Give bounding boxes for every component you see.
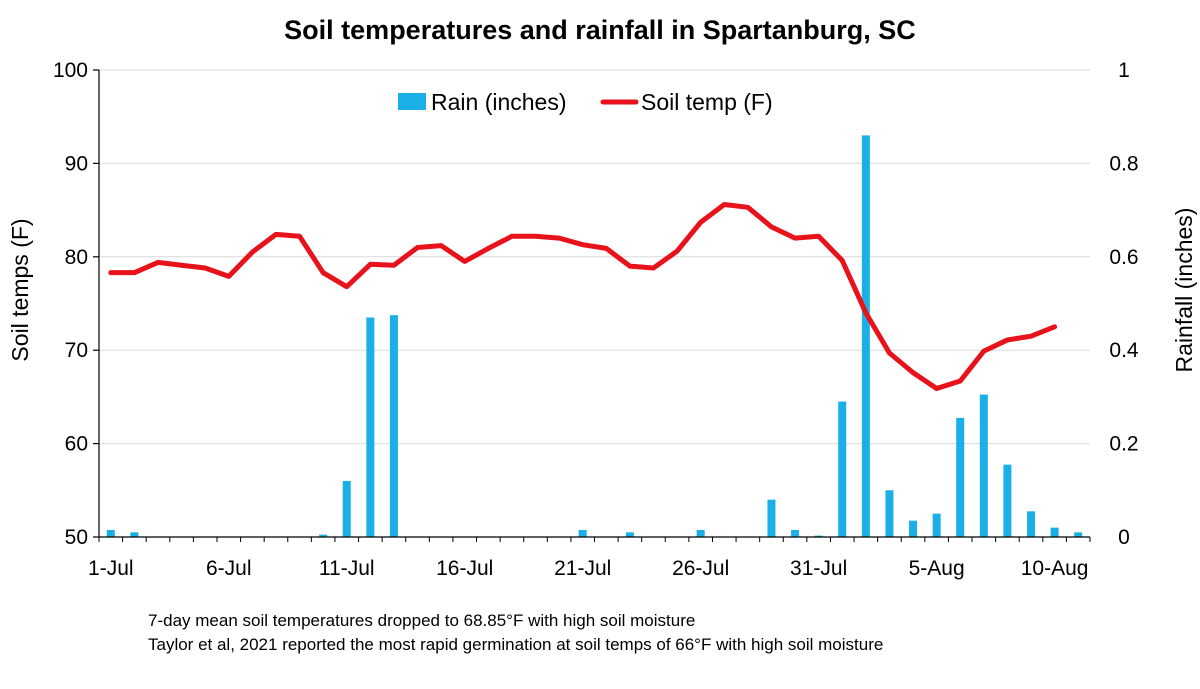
right-tick-label: 0.4 xyxy=(1109,339,1139,362)
right-axis-ticks: 0 0.2 0.4 0.6 0.8 1 xyxy=(1109,59,1139,549)
rain-bar xyxy=(814,535,823,537)
axes xyxy=(98,70,1090,538)
rain-bar xyxy=(389,315,398,537)
right-tick-label: 1 xyxy=(1118,59,1130,82)
rain-bar xyxy=(979,394,988,537)
left-tick-label: 70 xyxy=(65,339,88,362)
rain-bar xyxy=(861,135,870,537)
gridlines xyxy=(99,69,1090,445)
rain-bar xyxy=(956,417,965,537)
rain-bar xyxy=(838,401,847,537)
right-tick-label: 0 xyxy=(1118,526,1130,549)
x-tick-label: 31-Jul xyxy=(790,557,847,580)
rain-bar xyxy=(130,532,139,537)
right-tick-label: 0.6 xyxy=(1109,246,1138,269)
rain-bar xyxy=(885,490,894,537)
rain-bar xyxy=(696,529,705,537)
rain-bar xyxy=(1050,527,1059,537)
rain-bar xyxy=(342,480,351,537)
y-axis-label-left: Soil temps (F) xyxy=(7,218,33,361)
y-axis-label-right: Rainfall (inches) xyxy=(1171,208,1197,373)
left-tick-label: 100 xyxy=(53,59,88,82)
x-tick-label: 26-Jul xyxy=(672,557,729,580)
footnote-line-2: Taylor et al, 2021 reported the most rap… xyxy=(148,635,884,654)
rain-bar xyxy=(791,529,800,537)
x-tick-label: 1-Jul xyxy=(88,557,134,580)
x-tick-label: 10-Aug xyxy=(1021,557,1089,580)
rain-bar xyxy=(1027,511,1036,537)
footnote-line-1: 7-day mean soil temperatures dropped to … xyxy=(148,611,696,630)
rain-bar xyxy=(366,317,375,537)
x-tick-label: 21-Jul xyxy=(554,557,611,580)
rain-bar xyxy=(106,529,115,537)
soil-temp-line-layer xyxy=(108,202,1058,391)
rain-bar xyxy=(578,529,587,537)
left-tick-label: 60 xyxy=(65,433,88,456)
chart-title: Soil temperatures and rainfall in Sparta… xyxy=(284,15,916,45)
x-tick-label: 11-Jul xyxy=(319,557,375,580)
left-tick-label: 80 xyxy=(65,246,88,269)
x-axis-ticks: 1-Jul 6-Jul 11-Jul 16-Jul 21-Jul 26-Jul 31-Jul… xyxy=(88,537,1091,580)
rain-bar xyxy=(1074,532,1083,537)
rain-bar xyxy=(767,499,776,537)
legend-soil-temp-label: Soil temp (F) xyxy=(641,89,773,115)
left-tick-label: 90 xyxy=(65,152,88,175)
rain-bar xyxy=(625,532,634,537)
legend-rain-label: Rain (inches) xyxy=(431,89,567,115)
x-tick-label: 5-Aug xyxy=(909,557,965,580)
x-tick-label: 16-Jul xyxy=(436,557,493,580)
soil-temp-line xyxy=(108,202,1058,391)
rain-bars xyxy=(106,135,1083,537)
rain-bar xyxy=(319,534,328,537)
right-tick-label: 0.2 xyxy=(1109,433,1138,456)
rain-bar xyxy=(1003,464,1012,537)
x-tick-label: 6-Jul xyxy=(206,557,252,580)
rain-bar xyxy=(909,520,918,537)
right-tick-label: 0.8 xyxy=(1109,152,1138,175)
left-axis-ticks: 50 60 70 80 90 100 xyxy=(53,59,99,549)
legend-rain-swatch xyxy=(398,93,426,110)
legend: Rain (inches) Soil temp (F) xyxy=(398,89,773,115)
left-tick-label: 50 xyxy=(65,526,88,549)
rain-bar xyxy=(932,513,941,537)
